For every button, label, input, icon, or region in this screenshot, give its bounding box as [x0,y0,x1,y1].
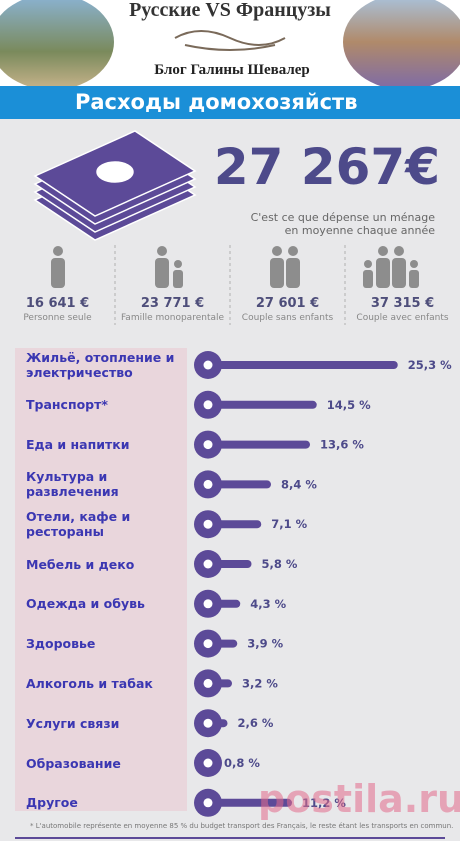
household-label: Couple avec enfants [356,313,449,323]
value-label: 13,6 % [320,438,364,452]
person-icons [51,246,419,288]
category-label: Жильё, отопление и электричество [26,350,175,380]
category-label: Здоровье [26,636,96,652]
total-amount: 27 267€ [214,138,440,196]
icon-glyph [203,360,213,370]
value-label: 25,3 % [408,358,452,372]
icon-glyph [203,758,213,768]
ornament [174,30,286,51]
banner-title: Расходы домохозяйств [75,90,358,114]
value-label: 8,4 % [281,477,317,491]
category-label: Образование [26,755,121,771]
icon-glyph [203,559,213,569]
household-amount: 23 771 € [140,296,205,311]
category-label: Мебель и деко [26,556,135,572]
icon-glyph [203,519,213,529]
value-label: 7,1 % [271,517,307,531]
value-label: 5,8 % [262,557,298,571]
bar [208,400,317,409]
household-amount: 37 315 € [370,296,435,311]
bar [208,480,271,489]
photo-right [343,0,460,90]
category-label: Одежда и обувь [26,596,145,612]
household-amount: 27 601 € [255,296,320,311]
banner [0,86,460,119]
category-label: Транспорт* [26,397,108,413]
household-label: Famille monoparentale [120,313,225,323]
dividers [114,245,346,325]
icon-glyph [203,599,213,609]
value-label: 14,5 % [327,398,371,412]
category-label: Услуги связи [26,715,120,731]
money-icon [33,130,197,241]
header-subtitle: Блог Галины Шевалер [154,62,310,78]
bar [208,440,310,449]
bar [208,361,398,369]
value-label: 4,3 % [250,597,286,611]
value-label: 11,2 % [302,796,346,810]
icon-glyph [203,639,213,649]
caption: en moyenne chaque année [285,224,436,237]
value-label: 2,6 % [238,716,274,730]
photo-left [0,0,114,90]
category-label: Отели, кафе и рестораны [26,509,131,540]
icon-glyph [203,400,213,410]
watermark: postila.ru [258,777,460,821]
household: 37 315 € Couple avec enfants [345,296,460,323]
household-amount: 16 641 € [25,296,90,311]
household: 23 771 € Famille monoparentale [115,296,230,323]
value-label: 3,9 % [247,637,283,651]
header-title: Русские VS Французы [129,0,331,21]
footnote: * L'automobile représente en moyenne 85 … [30,822,453,830]
icon-glyph [203,678,213,688]
household: 27 601 € Couple sans enfants [230,296,345,323]
value-label: 3,2 % [242,676,278,690]
category-label: Другое [26,795,78,811]
household-label: Personne seule [23,313,92,323]
icon-glyph [203,798,213,808]
icon-glyph [203,718,213,728]
label-panel [15,348,187,811]
household: 16 641 € Personne seule [0,296,115,323]
icon-glyph [203,479,213,489]
category-label: Еда и напитки [26,437,130,453]
caption: C'est ce que dépense un ménage [251,211,436,224]
icon-glyph [203,440,213,450]
value-label: 0,8 % [224,756,260,770]
category-label: Культура и развлечения [26,469,119,500]
bar [208,798,292,807]
household-label: Couple sans enfants [241,313,334,323]
category-label: Алкоголь и табак [26,675,153,691]
